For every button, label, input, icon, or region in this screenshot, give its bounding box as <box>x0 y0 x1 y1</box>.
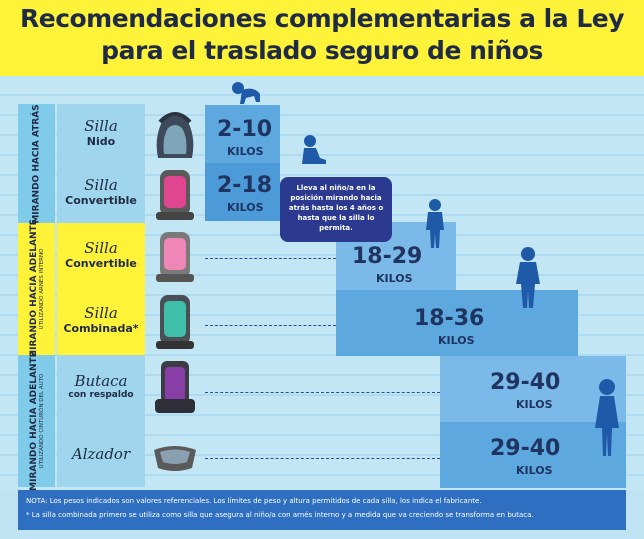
weight-unit: KILOS <box>227 145 264 158</box>
section-label: MIRANDO HACIA ADELANTE <box>28 351 39 491</box>
weight-range: 29-40 <box>490 436 561 461</box>
section-forward-belt: MIRANDO HACIA ADELANTE UTILIZANDO CINTUR… <box>18 351 55 491</box>
infant-carrier-icon <box>147 106 203 166</box>
title-line-1: Recomendaciones complementarias a la Ley <box>19 4 625 33</box>
weight-unit: KILOS <box>516 398 553 411</box>
weight-step-convertible-rear: 2-18 KILOS <box>205 163 280 221</box>
seat-type-name: con respaldo <box>68 390 134 400</box>
section-forward-harness: MIRANDO HACIA ADELANTE UTILIZANDO ARNÉS … <box>18 219 55 359</box>
row-label-nido: Silla Nido <box>57 118 145 149</box>
label-column-bg <box>57 104 145 223</box>
path-line <box>205 392 440 393</box>
path-line <box>205 458 440 459</box>
seat-type-name: Combinada* <box>63 322 139 335</box>
seat-type-script: Butaca <box>74 372 128 390</box>
weight-step-alzador: 29-40 KILOS <box>440 422 626 488</box>
weight-range: 2-10 <box>217 117 273 142</box>
weight-unit: KILOS <box>227 201 264 214</box>
footer-note-2: * La silla combinada primero se utiliza … <box>26 511 534 519</box>
footer-notes: NOTA: Los pesos indicados son valores re… <box>18 490 626 530</box>
toddler-standing-icon <box>424 198 446 250</box>
child-girl-icon <box>594 378 620 458</box>
footer-note-1: NOTA: Los pesos indicados son valores re… <box>26 497 482 505</box>
weight-unit: KILOS <box>438 334 475 347</box>
seat-type-script: Silla <box>84 304 118 322</box>
combination-seat-icon <box>147 292 203 352</box>
row-label-combinada: Silla Combinada* <box>57 305 145 336</box>
convertible-seat-icon <box>147 226 203 286</box>
seat-type-script: Silla <box>84 239 118 257</box>
section-sublabel: UTILIZANDO ARNÉS INTERNO <box>38 248 45 330</box>
weight-unit: KILOS <box>376 272 413 285</box>
header-banner: Recomendaciones complementarias a la Ley… <box>0 0 644 76</box>
weight-range: 2-18 <box>217 173 273 198</box>
seat-type-script: Silla <box>84 117 118 135</box>
row-label-butaca: Butaca con respaldo <box>57 372 145 401</box>
row-label-alzador: Alzador <box>57 446 145 463</box>
high-back-booster-icon <box>147 358 203 418</box>
section-rear-facing: MIRANDO HACIA ATRÁS <box>18 104 55 223</box>
seat-type-script: Silla <box>84 176 118 194</box>
weight-step-butaca: 29-40 KILOS <box>440 356 626 422</box>
seat-type-name: Convertible <box>65 194 137 207</box>
baby-crawling-icon <box>230 80 264 106</box>
weight-range: 18-29 <box>352 244 423 269</box>
label-column-bg <box>57 355 145 487</box>
weight-step-nido: 2-10 KILOS <box>205 105 280 163</box>
convertible-seat-icon <box>147 164 203 224</box>
seat-type-name: Convertible <box>65 257 137 270</box>
section-label: MIRANDO HACIA ADELANTE <box>28 219 39 359</box>
child-standing-icon <box>514 246 542 310</box>
title-line-2: para el traslado seguro de niños <box>101 36 543 65</box>
weight-unit: KILOS <box>516 464 553 477</box>
label-column-bg <box>57 223 145 355</box>
weight-step-combinada: 18-36 KILOS <box>336 290 578 356</box>
seat-type-script: Alzador <box>71 445 131 463</box>
weight-range: 29-40 <box>490 370 561 395</box>
row-label-convertible-rear: Silla Convertible <box>57 177 145 208</box>
rear-facing-note: Lleva al niño/a en la posición mirando h… <box>280 177 392 242</box>
section-label: MIRANDO HACIA ATRÁS <box>31 103 42 224</box>
booster-cushion-icon <box>147 426 203 486</box>
row-label-convertible-front: Silla Convertible <box>57 240 145 271</box>
path-line <box>205 325 336 326</box>
path-line <box>205 258 336 259</box>
seat-type-name: Nido <box>86 135 116 148</box>
baby-sitting-icon <box>298 134 328 166</box>
section-sublabel: UTILIZANDO CINTURÓN DEL AUTO <box>38 373 45 469</box>
weight-range: 18-36 <box>414 306 485 331</box>
